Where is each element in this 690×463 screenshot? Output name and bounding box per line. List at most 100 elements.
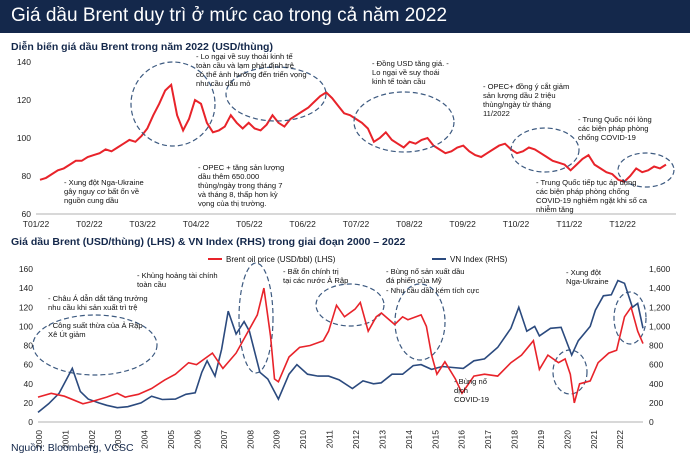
y-right-tick-label: 1,400 bbox=[649, 283, 671, 293]
annotation: các biện pháp phòng chống bbox=[536, 187, 629, 196]
y-left-tick-label: 20 bbox=[24, 398, 34, 408]
annotation: đá phiến của Mỹ bbox=[386, 276, 442, 285]
series-line-brent bbox=[37, 287, 644, 405]
legend-label-brent: Brent oil price (USD/bbl) (LHS) bbox=[226, 255, 336, 264]
annotation: - Xung đột bbox=[566, 268, 602, 277]
annotation: - Trung Quốc tiếp tục áp dụng bbox=[536, 178, 636, 187]
series-line-vn-index bbox=[37, 279, 644, 414]
highlight-ellipse bbox=[394, 283, 446, 361]
page-title: Giá dầu Brent duy trì ở mức cao trong cả… bbox=[11, 5, 448, 26]
y-right-tick-label: 1,000 bbox=[649, 321, 671, 331]
y-right-tick-label: 400 bbox=[649, 379, 663, 389]
x-tick-label: 2014 bbox=[404, 430, 414, 449]
annotation: - OPEC+ đồng ý cắt giảm bbox=[483, 82, 569, 91]
x-tick-label: 2005 bbox=[166, 430, 176, 449]
chart1-title: Diễn biến giá dầu Brent trong năm 2022 (… bbox=[11, 41, 273, 53]
annotation: - Khủng hoảng tài chính bbox=[137, 271, 218, 280]
annotation: có thể ảnh hưởng đến triển vọng bbox=[196, 70, 307, 79]
x-tick-label: 2009 bbox=[272, 430, 282, 449]
x-tick-label: 2012 bbox=[351, 430, 361, 449]
x-tick-label: 2016 bbox=[457, 430, 467, 449]
annotation: - Bùng nổ sản xuất dầu bbox=[386, 267, 465, 276]
annotation: - Công suất thừa của Ả Rập bbox=[48, 321, 143, 330]
annotation: dầu thêm 650.000 bbox=[198, 172, 259, 181]
annotation: COVID-19 bbox=[454, 395, 489, 404]
y-right-tick-label: 0 bbox=[649, 417, 654, 427]
x-tick-label: 2007 bbox=[219, 430, 229, 449]
legend-label-vn-index: VN Index (RHS) bbox=[450, 255, 508, 264]
x-tick-label: 2015 bbox=[430, 430, 440, 449]
annotation: nhu cầu khi sản xuất trì trệ bbox=[48, 303, 138, 312]
x-tick-label: T06/22 bbox=[289, 219, 316, 229]
x-tick-label: 2000 bbox=[34, 430, 44, 449]
y-right-tick-label: 1,200 bbox=[649, 302, 671, 312]
x-tick-label: T01/22 bbox=[23, 219, 50, 229]
x-tick-label: T12/22 bbox=[609, 219, 636, 229]
x-tick-label: 2019 bbox=[536, 430, 546, 449]
annotation: nhiễm tăng bbox=[536, 205, 574, 214]
x-tick-label: 2010 bbox=[298, 430, 308, 449]
annotation: - Đồng USD tăng giá. - bbox=[372, 59, 449, 68]
annotation: COVID-19 nghiêm ngặt khi số ca bbox=[536, 196, 648, 205]
highlight-ellipse bbox=[315, 283, 385, 327]
x-tick-label: T08/22 bbox=[396, 219, 423, 229]
y-left-tick-label: 100 bbox=[19, 321, 33, 331]
y-left-tick-label: 160 bbox=[19, 264, 33, 274]
x-tick-label: 2006 bbox=[192, 430, 202, 449]
annotation: và tháng 8, thấp hơn kỳ bbox=[198, 190, 278, 199]
annotation: thùng/ngày trong tháng 7 bbox=[198, 181, 282, 190]
source-note: Nguồn: Bloomberg, VCSC bbox=[11, 442, 134, 454]
annotation: kinh tế toàn cầu bbox=[372, 77, 426, 86]
x-tick-label: T07/22 bbox=[343, 219, 370, 229]
annotation: sản lượng dầu 2 triệu bbox=[483, 91, 556, 100]
annotation: Lo ngại về suy thoái bbox=[372, 68, 440, 77]
annotation: - OPEC + tăng sản lượng bbox=[198, 163, 284, 172]
annotation: - Trung Quốc nới lỏng bbox=[578, 115, 652, 124]
annotation: - Châu Á dẫn dắt tăng trưởng bbox=[48, 294, 148, 303]
y-right-tick-label: 600 bbox=[649, 360, 663, 370]
highlight-ellipse bbox=[238, 262, 274, 374]
annotation: 11/2022 bbox=[483, 109, 510, 118]
y-left-tick-label: 40 bbox=[24, 379, 34, 389]
highlight-ellipse bbox=[613, 291, 647, 345]
y-left-tick-label: 80 bbox=[24, 341, 34, 351]
x-tick-label: 2004 bbox=[140, 430, 150, 449]
series-line-brent-2022 bbox=[39, 82, 667, 183]
x-tick-label: T04/22 bbox=[183, 219, 210, 229]
annotation: - Xung đột Nga-Ukraine bbox=[64, 178, 144, 187]
x-tick-label: 2021 bbox=[589, 430, 599, 449]
annotation: - Lo ngại về suy thoái kinh tế bbox=[196, 52, 293, 61]
x-tick-label: 2017 bbox=[483, 430, 493, 449]
annotation: dịch bbox=[454, 386, 468, 395]
y-right-tick-label: 1,600 bbox=[649, 264, 671, 274]
brent-2022-chart: 60 80 100 120 140 T01/22 T02/22 T03/22 T04/22 T05… bbox=[17, 52, 676, 229]
annotation: Xê Út giảm bbox=[48, 330, 86, 339]
y-left-tick-label: 60 bbox=[24, 360, 34, 370]
annotation: toàn cầu bbox=[137, 280, 166, 289]
x-tick-label: T05/22 bbox=[236, 219, 263, 229]
highlight-ellipse bbox=[130, 61, 216, 147]
y-left-tick-label: 140 bbox=[19, 283, 33, 293]
x-tick-label: 2013 bbox=[377, 430, 387, 449]
x-tick-label: 2018 bbox=[510, 430, 520, 449]
highlight-ellipse bbox=[225, 66, 327, 122]
x-tick-label: 2022 bbox=[615, 430, 625, 449]
x-tick-label: T09/22 bbox=[449, 219, 476, 229]
y-tick-label: 60 bbox=[22, 209, 32, 219]
annotation: tại các nước Ả Rập bbox=[283, 276, 348, 285]
y-left-tick-label: 0 bbox=[28, 417, 33, 427]
highlight-ellipse bbox=[353, 91, 455, 153]
x-tick-label: T02/22 bbox=[76, 219, 103, 229]
x-tick-label: T11/22 bbox=[556, 219, 582, 229]
x-tick-label: 2008 bbox=[245, 430, 255, 449]
y-tick-label: 100 bbox=[17, 133, 31, 143]
annotation: - Bùng nổ bbox=[454, 377, 487, 386]
annotation: nhu cầu dầu mỏ bbox=[196, 79, 250, 88]
x-tick-label: 2002 bbox=[87, 430, 97, 449]
annotation: chống COVID-19 bbox=[578, 133, 636, 142]
annotation: gây nguy cơ bất ổn về bbox=[64, 187, 139, 196]
annotation: nguồn cung dầu bbox=[64, 196, 118, 205]
annotation: vọng của thị trường. bbox=[198, 199, 266, 208]
x-tick-label: 2003 bbox=[113, 430, 123, 449]
